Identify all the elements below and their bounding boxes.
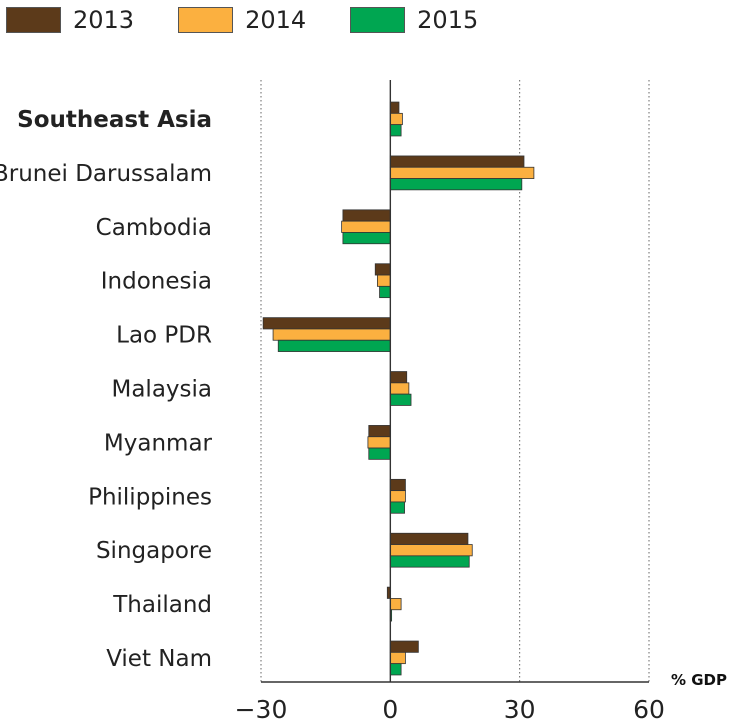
bar-2014-0 [389, 112, 403, 126]
legend-label-2013: 2013 [73, 6, 135, 34]
x-tick-label-3: 60 [633, 695, 665, 723]
legend-swatch-2013 [6, 7, 61, 33]
bar-2015-5 [389, 393, 412, 406]
bar-2014-5 [389, 382, 410, 395]
bar-2014-7 [389, 490, 406, 503]
chart-legend: 2013 2014 2015 [6, 6, 522, 34]
bar-2014-6 [367, 436, 391, 449]
category-label-0: Southeast Asia [17, 107, 212, 133]
bar-2015-6 [368, 447, 391, 460]
bar-2013-7 [389, 478, 406, 492]
legend-item-2014: 2014 [178, 6, 306, 34]
category-label-6: Myanmar [104, 430, 213, 456]
bar-2013-5 [389, 371, 408, 384]
bar-2014-8 [389, 544, 473, 557]
legend-label-2015: 2015 [417, 6, 479, 34]
bar-2015-7 [389, 501, 405, 514]
legend-item-2013: 2013 [6, 6, 134, 34]
x-axis-label: % GDP [671, 671, 727, 689]
bar-2014-4 [272, 328, 391, 341]
category-label-2: Cambodia [96, 215, 212, 241]
category-label-10: Viet Nam [106, 646, 212, 672]
bar-2015-0 [389, 124, 402, 137]
bar-2013-10 [389, 640, 419, 653]
category-label-7: Philippines [88, 484, 212, 510]
x-tick-label-2: 30 [504, 695, 536, 723]
bar-2013-0 [389, 101, 400, 114]
category-label-4: Lao PDR [116, 323, 212, 349]
category-label-3: Indonesia [101, 269, 212, 295]
bar-2013-4 [262, 317, 391, 330]
bar-2014-1 [389, 166, 535, 179]
bar-2013-2 [342, 209, 391, 222]
x-tick-label-0: −30 [235, 695, 288, 723]
bar-2015-1 [389, 178, 523, 191]
bar-2013-3 [374, 263, 391, 276]
bar-2013-1 [389, 155, 525, 168]
category-label-1: Brunei Darussalam [0, 161, 212, 187]
bar-2014-2 [341, 220, 391, 233]
legend-swatch-2015 [350, 7, 406, 33]
bar-2015-4 [277, 339, 391, 352]
category-label-8: Singapore [96, 538, 212, 564]
x-tick-label-1: 0 [382, 695, 398, 723]
bar-2015-2 [342, 232, 391, 245]
legend-swatch-2014 [178, 7, 234, 33]
bar-2014-9 [389, 598, 402, 611]
category-label-5: Malaysia [111, 377, 212, 403]
bar-2014-10 [389, 651, 406, 665]
bar-2014-3 [376, 274, 391, 287]
legend-item-2015: 2015 [350, 6, 478, 34]
bar-2015-8 [389, 555, 470, 568]
category-label-9: Thailand [112, 592, 212, 618]
bar-2013-8 [389, 532, 469, 545]
bar-2015-10 [389, 663, 402, 676]
legend-label-2014: 2014 [245, 6, 307, 34]
bar-2015-3 [379, 285, 391, 299]
bar-2013-6 [368, 425, 391, 438]
